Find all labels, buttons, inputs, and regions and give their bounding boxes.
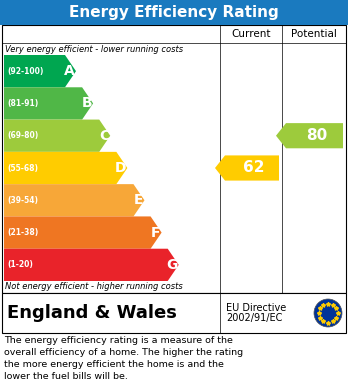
Polygon shape bbox=[215, 155, 279, 181]
Text: (55-68): (55-68) bbox=[7, 163, 38, 172]
Polygon shape bbox=[4, 152, 127, 184]
Polygon shape bbox=[4, 184, 144, 217]
Text: D: D bbox=[115, 161, 126, 175]
Polygon shape bbox=[4, 55, 76, 87]
Text: Potential: Potential bbox=[291, 29, 337, 39]
Text: F: F bbox=[151, 226, 160, 240]
Polygon shape bbox=[4, 249, 179, 281]
Text: A: A bbox=[64, 64, 75, 78]
Circle shape bbox=[314, 299, 342, 327]
Polygon shape bbox=[276, 123, 343, 148]
Text: 2002/91/EC: 2002/91/EC bbox=[226, 313, 282, 323]
Text: The energy efficiency rating is a measure of the
overall efficiency of a home. T: The energy efficiency rating is a measur… bbox=[4, 336, 243, 382]
Text: G: G bbox=[166, 258, 178, 272]
Text: (81-91): (81-91) bbox=[7, 99, 38, 108]
Bar bbox=[2, 293, 346, 333]
Text: (39-54): (39-54) bbox=[7, 196, 38, 205]
Text: Not energy efficient - higher running costs: Not energy efficient - higher running co… bbox=[5, 282, 183, 291]
Text: (1-20): (1-20) bbox=[7, 260, 33, 269]
Bar bbox=[0, 0, 348, 25]
Bar bbox=[2, 25, 346, 293]
Polygon shape bbox=[4, 87, 93, 120]
Text: (92-100): (92-100) bbox=[7, 66, 44, 75]
Text: Current: Current bbox=[231, 29, 271, 39]
Text: Very energy efficient - lower running costs: Very energy efficient - lower running co… bbox=[5, 45, 183, 54]
Text: 80: 80 bbox=[306, 128, 327, 143]
Text: 62: 62 bbox=[243, 160, 265, 176]
Text: Energy Efficiency Rating: Energy Efficiency Rating bbox=[69, 5, 279, 20]
Text: C: C bbox=[99, 129, 109, 143]
Text: (21-38): (21-38) bbox=[7, 228, 38, 237]
Text: E: E bbox=[134, 193, 143, 207]
Text: England & Wales: England & Wales bbox=[7, 304, 177, 322]
Text: EU Directive: EU Directive bbox=[226, 303, 286, 313]
Polygon shape bbox=[4, 120, 110, 152]
Text: B: B bbox=[81, 97, 92, 110]
Polygon shape bbox=[4, 217, 161, 249]
Text: (69-80): (69-80) bbox=[7, 131, 38, 140]
